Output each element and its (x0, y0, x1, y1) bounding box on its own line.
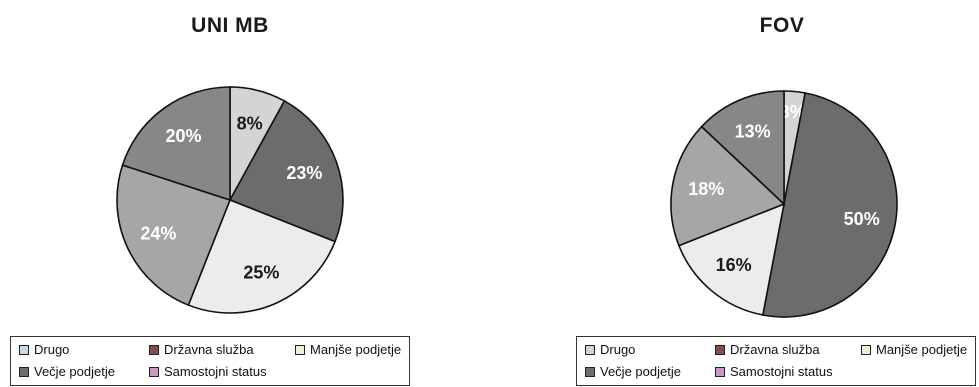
pie-slice (700, 90, 785, 206)
pie-chart-fov: 3% 50% 16% 18% 13% (670, 90, 898, 318)
legend-swatch (861, 344, 871, 355)
chart-title-fov: FOV (759, 14, 805, 37)
legend-swatch (149, 344, 159, 355)
legend-swatch (715, 344, 725, 355)
legend-item-manjse-podjetje: Manjše podjetje (861, 342, 967, 357)
pie-slice-label: 16% (716, 255, 752, 275)
pie-slice-label: 24% (140, 224, 176, 244)
pie-slice (761, 92, 898, 318)
legend-swatch (149, 366, 159, 377)
legend-item-drzavna-sluzba: Državna služba (149, 342, 254, 357)
legend-swatch (19, 366, 29, 377)
pie-slice-label: 3% (780, 102, 806, 122)
legend-label: Večje podjetje (34, 364, 115, 379)
legend-label: Manjše podjetje (876, 342, 968, 357)
pie-slice-label: 23% (286, 163, 322, 183)
pie-slice-label: 8% (237, 113, 263, 133)
legend-label: Samostojni status (730, 364, 833, 379)
legend-label: Manjše podjetje (310, 342, 402, 357)
pie-slice (677, 202, 786, 316)
legend-label: Drugo (34, 342, 70, 357)
legend-swatch (585, 344, 595, 355)
pie-slice-label: 13% (735, 121, 771, 141)
legend-item-drugo: Drugo (585, 342, 635, 357)
legend-swatch (19, 344, 29, 355)
pie-slice (116, 164, 232, 307)
chart-title-uni-mb: UNI MB (191, 14, 269, 37)
pie-slice (670, 125, 786, 247)
legend-item-vecje-podjetje: Večje podjetje (19, 364, 115, 379)
pie-slice (187, 198, 337, 314)
legend-item-vecje-podjetje: Večje podjetje (585, 364, 681, 379)
pie-slice (228, 99, 344, 243)
pie-slice-label: 50% (844, 209, 880, 229)
pie-charts: 8% 23% 25% 24% 20% 3% 50% 16% 18% 13% (116, 86, 898, 318)
legend-label: Samostojni status (164, 364, 267, 379)
pie-slice (121, 86, 231, 202)
legend-item-samostojni-status: Samostojni status (149, 364, 267, 379)
pie-slice-label: 20% (165, 126, 201, 146)
legend-fov: Drugo Državna služba Manjše podjetje Več… (576, 336, 976, 386)
legend-item-drzavna-sluzba: Državna služba (715, 342, 820, 357)
legend-item-manjse-podjetje: Manjše podjetje (295, 342, 401, 357)
legend-item-drugo: Drugo (19, 342, 69, 357)
legend-label: Večje podjetje (600, 364, 681, 379)
legend-swatch (295, 344, 305, 355)
legend-label: Državna služba (164, 342, 254, 357)
legend-item-samostojni-status: Samostojni status (715, 364, 833, 379)
legend-swatch (585, 366, 595, 377)
legend-swatch (715, 366, 725, 377)
pie-chart-uni-mb: 8% 23% 25% 24% 20% (116, 86, 344, 314)
legend-uni-mb: Drugo Državna služba Manjše podjetje Več… (10, 336, 410, 386)
legend-label: Drugo (600, 342, 636, 357)
pie-slice-label: 18% (688, 179, 724, 199)
legend-label: Državna služba (730, 342, 820, 357)
pie-slice-label: 25% (243, 263, 279, 283)
